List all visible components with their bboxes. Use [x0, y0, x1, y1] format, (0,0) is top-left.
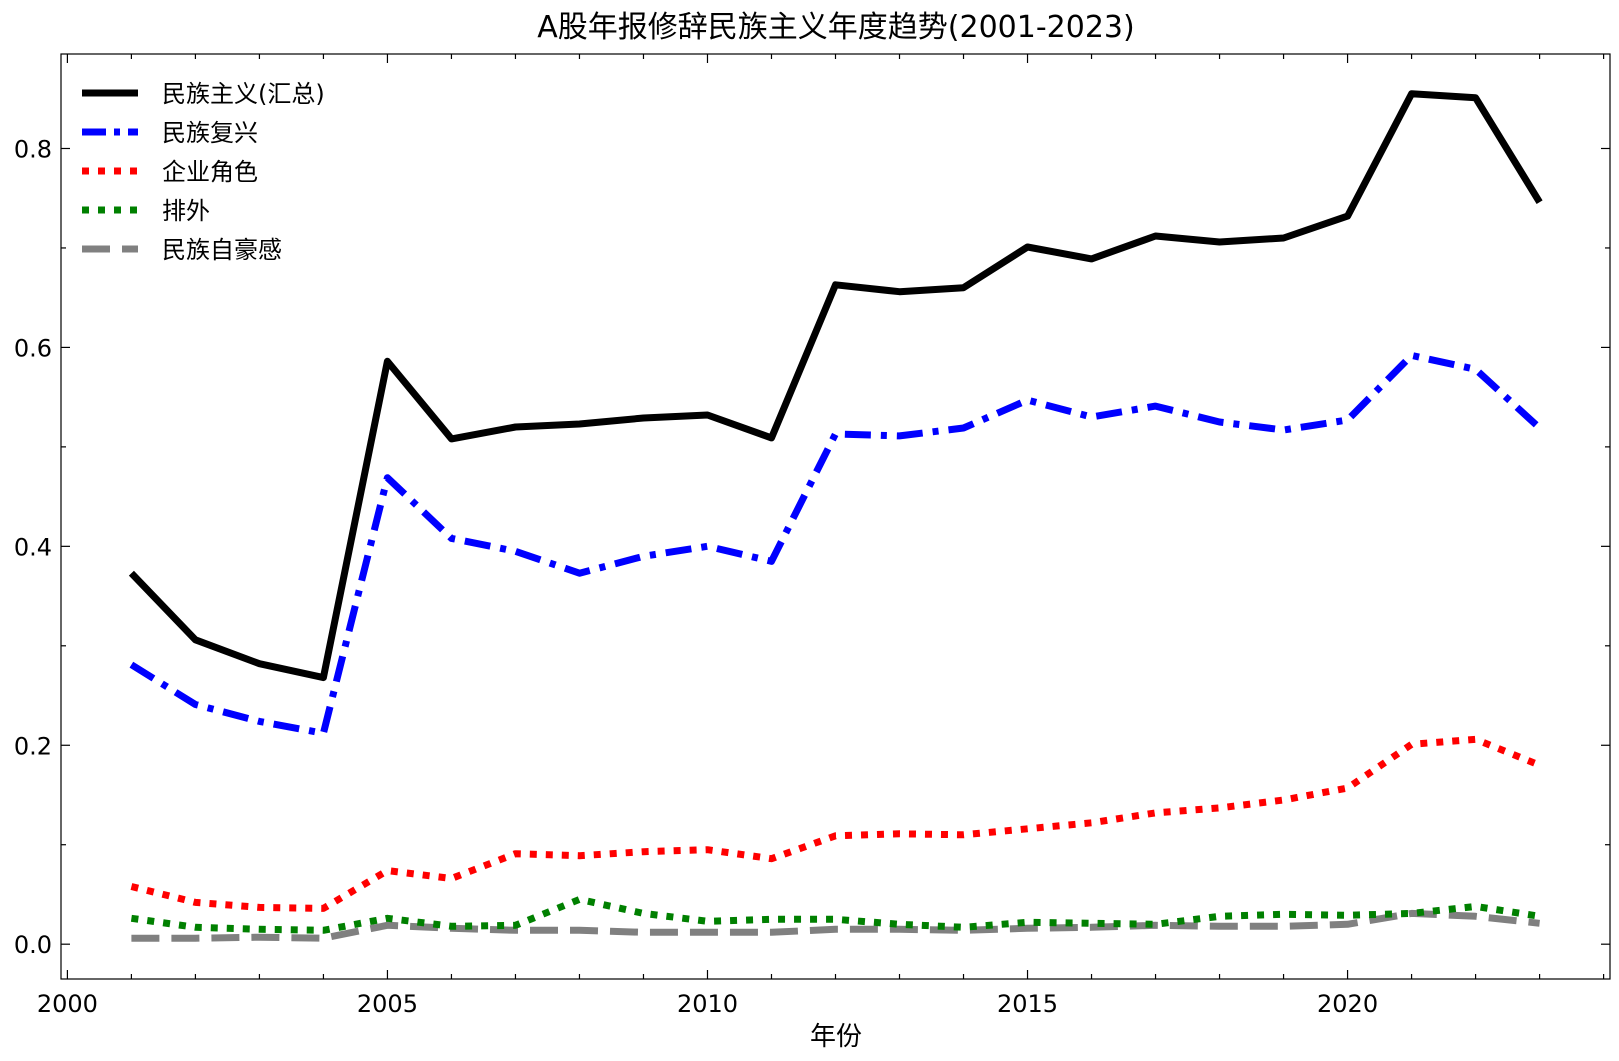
y-tick-label: 0.0 — [14, 931, 52, 959]
series-line — [129, 351, 1542, 737]
series-line — [128, 90, 1543, 682]
series-line — [130, 895, 1541, 934]
x-tick-label: 2020 — [1317, 990, 1378, 1018]
plot-frame — [60, 53, 1611, 980]
x-tick-label: 2005 — [357, 990, 418, 1018]
y-tick-label: 0.2 — [14, 732, 52, 760]
x-tick-label: 2015 — [997, 990, 1058, 1018]
plot-area — [60, 53, 1611, 980]
legend-label: 民族自豪感 — [162, 236, 282, 264]
legend-label: 民族主义(汇总) — [162, 80, 325, 108]
legend-label: 排外 — [162, 197, 210, 225]
chart-title: A股年报修辞民族主义年度趋势(2001-2023) — [537, 10, 1134, 45]
series-line — [130, 735, 1541, 912]
x-axis-label: 年份 — [810, 1022, 862, 1052]
legend-label: 民族复兴 — [162, 119, 258, 147]
y-axis: 0.0 0.2 0.4 0.6 0.8 — [14, 135, 1610, 959]
legend-label: 企业角色 — [162, 158, 258, 186]
y-tick-label: 0.6 — [14, 334, 52, 362]
y-tick-label: 0.4 — [14, 533, 52, 561]
series-lines — [128, 90, 1543, 942]
x-axis: 2000 2005 2010 2015 2020 — [37, 54, 1605, 1018]
x-tick-label: 2010 — [677, 990, 738, 1018]
x-tick-label: 2000 — [37, 990, 98, 1018]
y-tick-label: 0.8 — [14, 135, 52, 163]
series-line — [131, 909, 1540, 942]
